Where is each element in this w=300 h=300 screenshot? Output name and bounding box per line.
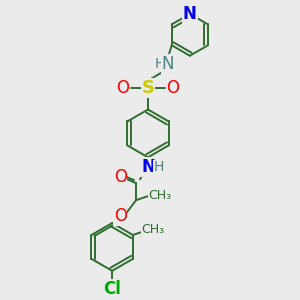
Text: O: O	[114, 207, 127, 225]
Text: H: H	[154, 160, 164, 174]
Text: CH₃: CH₃	[141, 224, 164, 236]
Text: O: O	[167, 79, 179, 97]
Text: O: O	[114, 168, 127, 186]
Text: N: N	[141, 158, 155, 176]
Text: N: N	[183, 5, 197, 23]
Text: S: S	[142, 79, 154, 97]
Text: CH₃: CH₃	[148, 189, 172, 202]
Text: N: N	[162, 55, 174, 73]
Text: O: O	[117, 79, 130, 97]
Text: H: H	[155, 57, 165, 71]
Text: Cl: Cl	[103, 280, 121, 298]
